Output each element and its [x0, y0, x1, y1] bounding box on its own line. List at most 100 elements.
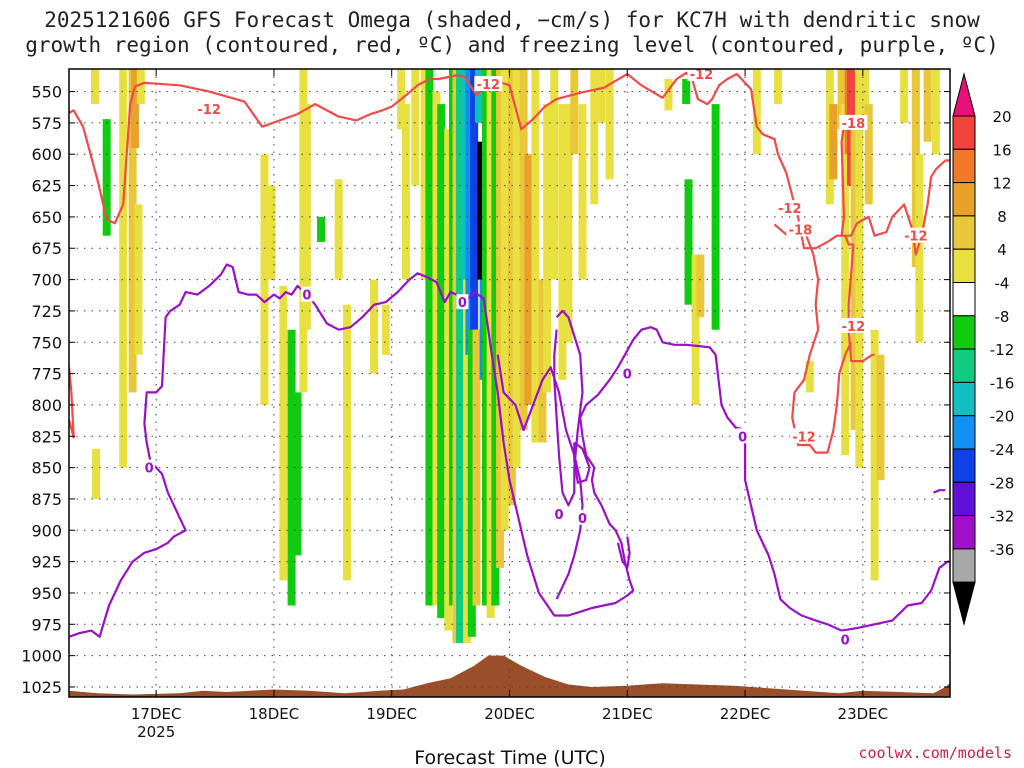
contour-label-bg [839, 317, 868, 333]
omega-shade-cell [287, 329, 296, 606]
contour-lines [69, 71, 950, 638]
colorbar-label: 16 [992, 141, 1011, 159]
y-tick-label: 1025 [21, 678, 62, 697]
omega-shade-cell [432, 91, 441, 606]
omega-shade-cell [381, 304, 390, 355]
colorbar-bin [952, 415, 976, 450]
omega-shading [90, 69, 940, 644]
colorbar-label: -32 [990, 508, 1015, 526]
omega-shade-cell [465, 69, 474, 355]
contour-label: -18 [842, 117, 866, 132]
omega-shade-cell [460, 69, 469, 330]
colorbar-bin [952, 448, 976, 483]
contour-label: -12 [778, 202, 802, 217]
dgz-contour-line [773, 223, 853, 454]
y-tick-label: 625 [31, 177, 62, 196]
contour-label: 0 [623, 368, 632, 383]
contour-label: 0 [578, 512, 587, 527]
omega-shade-cell [302, 104, 311, 330]
contour-label: 0 [841, 633, 850, 648]
omega-shade-cell [605, 69, 614, 180]
omega-shade-cell [411, 69, 420, 186]
omega-shade-cell [752, 129, 761, 155]
y-tick-label: 675 [31, 239, 62, 258]
y-tick-label: 925 [31, 553, 62, 572]
contour-label: 0 [738, 430, 747, 445]
colorbar-label: -36 [990, 541, 1015, 559]
y-tick-label: 825 [31, 427, 62, 446]
contour-label-bg [775, 200, 804, 216]
omega-shade-cell [829, 104, 838, 180]
omega-shade-cell [136, 69, 145, 105]
omega-shade-cell [682, 79, 691, 105]
omega-shade-cell [684, 179, 693, 305]
colorbar-legend: 20 16 12 8 4 -4 -8 -12 -16 -20 -24 -28 -32 -36 [952, 72, 1015, 627]
omega-shade-cell [597, 69, 606, 123]
omega-shade-cell [90, 69, 99, 105]
freezing-level-contour [616, 536, 631, 570]
colorbar-bin [952, 548, 976, 583]
omega-shade-cell [538, 279, 547, 443]
colorbar-bin [952, 248, 976, 283]
omega-shade-cell [915, 154, 924, 343]
omega-shade-cell [293, 392, 302, 556]
colorbar-bin [952, 348, 976, 383]
omega-shade-cell [463, 279, 472, 644]
omega-shade-cell [711, 104, 720, 330]
contour-label-bg [901, 227, 930, 243]
omega-shade-cell [519, 69, 528, 431]
contour-label-bg [687, 69, 716, 82]
omega-shade-cell [550, 69, 559, 280]
omega-shade-cell [850, 116, 859, 431]
omega-shade-cell [481, 69, 490, 606]
dgz-contour-line [69, 367, 75, 439]
x-tick-label: 20DEC [484, 705, 535, 723]
omega-shade-cell [102, 119, 111, 236]
contour-label: 0 [458, 296, 467, 311]
dgz-contour-line [840, 103, 950, 256]
colorbar-bin [952, 215, 976, 250]
omega-shade-cell [420, 69, 429, 280]
freezing-level-contour [933, 489, 946, 494]
omega-shade-cell [696, 254, 705, 318]
omega-shade-cell [92, 448, 101, 499]
omega-shade-cell [578, 104, 587, 280]
contour-label-bg [300, 286, 313, 302]
contour-label-bg [839, 114, 868, 130]
y-tick-label: 600 [31, 145, 62, 164]
colorbar-label: 8 [997, 208, 1007, 226]
colorbar-bin [952, 315, 976, 350]
contour-label: 0 [145, 462, 154, 477]
omega-shade-cell [130, 69, 139, 148]
contour-label-bg [621, 365, 634, 381]
x-tick-label: 22DEC [720, 705, 771, 723]
omega-shade-cell [923, 69, 932, 142]
omega-shade-cell [543, 104, 552, 393]
omega-shade-cell [334, 179, 343, 280]
omega-shade-cell [841, 104, 850, 456]
colorbar-label: -16 [990, 374, 1015, 392]
contour-label-bg [456, 294, 469, 310]
omega-shade-cell [342, 304, 351, 581]
x-axis-label: Forecast Time (UTC) [414, 747, 605, 768]
omega-shade-cell [876, 354, 885, 481]
freezing-level-contour [496, 354, 584, 600]
omega-shade-cell [931, 69, 940, 155]
omega-shade-cell [491, 69, 500, 606]
freezing-level-contour [573, 441, 591, 484]
contour-label: -12 [904, 230, 928, 245]
omega-shade-cell [119, 69, 128, 468]
omega-shade-cell [512, 69, 521, 468]
colorbar-label: 4 [997, 241, 1007, 259]
contour-label: -12 [197, 103, 221, 118]
omega-shade-cell [864, 104, 873, 205]
contour-label-bg [839, 631, 852, 647]
colorbar-bin [952, 115, 976, 150]
colorbar-label: -8 [995, 308, 1010, 326]
contour-label-bg [552, 505, 565, 521]
omega-shade-cell [437, 104, 446, 619]
omega-shade-cell [837, 69, 846, 130]
contour-label: -12 [690, 68, 714, 83]
y-tick-label: 900 [31, 521, 62, 540]
y-tick-label: 800 [31, 396, 62, 415]
